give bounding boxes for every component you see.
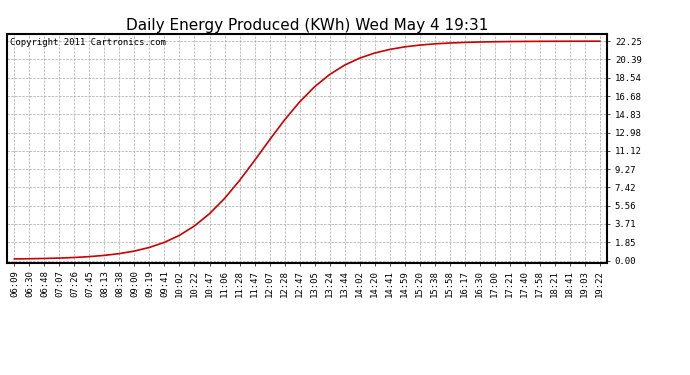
Title: Daily Energy Produced (KWh) Wed May 4 19:31: Daily Energy Produced (KWh) Wed May 4 19… — [126, 18, 489, 33]
Text: Copyright 2011 Cartronics.com: Copyright 2011 Cartronics.com — [10, 38, 166, 47]
